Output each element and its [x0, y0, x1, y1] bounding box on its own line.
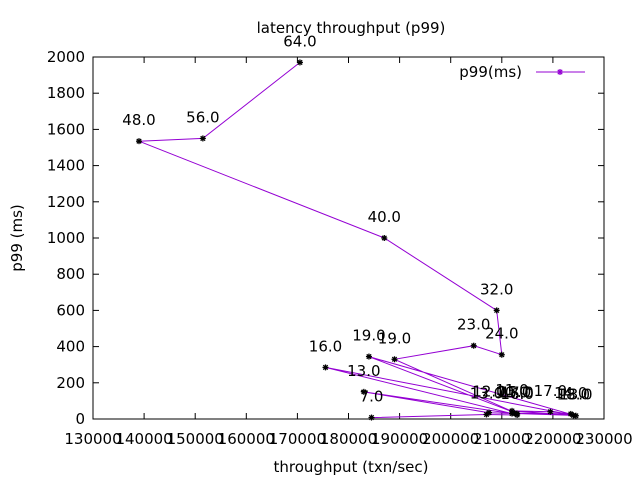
x-tick-label: 230000: [575, 430, 632, 448]
legend: p99(ms): [459, 63, 585, 81]
y-tick-label: 400: [56, 338, 85, 356]
data-point: [547, 408, 554, 415]
y-tick-label: 1200: [47, 193, 85, 211]
data-point-label: 10.0: [495, 384, 528, 402]
y-tick-label: 200: [56, 374, 85, 392]
y-tick-label: 0: [75, 410, 85, 428]
y-tick-label: 1800: [47, 84, 85, 102]
data-point-label: 17.0: [534, 382, 567, 400]
data-point-label: 13.0: [470, 384, 503, 402]
data-point-label: 48.0: [122, 111, 155, 129]
data-point-label: 19.0: [352, 327, 385, 345]
data-point: [322, 364, 329, 371]
data-point: [493, 307, 500, 314]
data-point: [368, 414, 375, 421]
data-point-label: 64.0: [283, 32, 316, 50]
data-point: [572, 412, 579, 419]
data-point-label: 56.0: [186, 108, 219, 126]
data-point-label: 23.0: [457, 316, 490, 334]
data-point: [391, 356, 398, 363]
data-point-label: 15.0: [498, 383, 531, 401]
data-point-label: 13.0: [347, 362, 380, 380]
data-point-label: 40.0: [368, 208, 401, 226]
legend-entry-marker: [557, 69, 563, 75]
x-tick-label: 210000: [473, 430, 530, 448]
data-point: [498, 351, 505, 358]
data-point-label: 13.0: [559, 386, 592, 404]
y-tick-label: 1600: [47, 120, 85, 138]
data-point: [486, 409, 493, 416]
legend-entry-label: p99(ms): [459, 63, 522, 81]
x-tick-label: 190000: [371, 430, 428, 448]
y-tick-label: 1400: [47, 157, 85, 175]
data-point: [135, 138, 142, 145]
x-tick-label: 150000: [167, 430, 224, 448]
x-tick-label: 140000: [115, 430, 172, 448]
data-point: [381, 235, 388, 241]
data-point: [514, 410, 521, 417]
data-point-label: 11.0: [495, 381, 528, 399]
data-point-label: 19.0: [378, 329, 411, 347]
data-point-label: 7.0: [360, 388, 384, 406]
data-point-label: 18.0: [557, 385, 590, 403]
data-point: [365, 353, 372, 360]
data-point-label: 14.0: [554, 384, 587, 402]
data-point-label: 16.0: [500, 385, 533, 403]
y-tick-label: 1000: [47, 229, 85, 247]
x-tick-label: 160000: [218, 430, 275, 448]
y-tick-label: 600: [56, 301, 85, 319]
x-tick-label: 130000: [64, 430, 121, 448]
data-point-label: 17.0: [500, 384, 533, 402]
data-point: [470, 342, 477, 349]
y-axis-title: p99 (ms): [8, 204, 26, 272]
data-point-label: 32.0: [480, 280, 513, 298]
data-point-label: 24.0: [485, 325, 518, 343]
data-point: [296, 59, 303, 66]
x-tick-label: 200000: [422, 430, 479, 448]
x-axis-title: throughput (txn/sec): [274, 458, 429, 476]
x-tick-label: 180000: [320, 430, 377, 448]
data-point: [360, 388, 367, 395]
data-point-label: 12.0: [472, 383, 505, 401]
data-point-label: 16.0: [309, 337, 342, 355]
plot-frame: [92, 56, 605, 420]
x-tick-label: 220000: [524, 430, 581, 448]
legend-marker-glyph: [557, 69, 563, 75]
y-tick-label: 2000: [47, 48, 85, 66]
data-point: [199, 135, 206, 142]
chart-title: latency throughput (p99): [257, 19, 446, 37]
y-tick-label: 800: [56, 265, 85, 283]
data-point: [509, 410, 516, 417]
x-tick-label: 170000: [269, 430, 326, 448]
